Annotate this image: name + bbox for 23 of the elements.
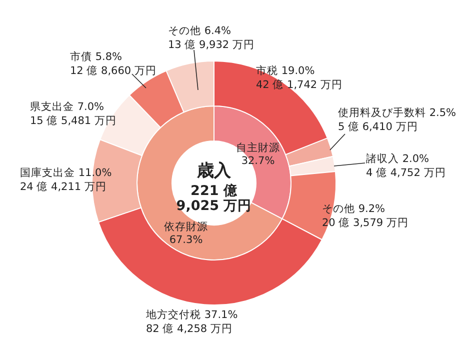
text: 24 億 4,211 万円 [20,180,106,193]
text: 12 億 8,660 万円 [70,64,156,77]
text: 歳入 [196,161,232,181]
slice-label: 国庫支出金 11.0% [20,166,112,179]
slice-label: 市債 5.8% [70,50,122,63]
slice-label: 市税 19.0% [256,64,315,77]
text: 20 億 3,579 万円 [322,216,408,229]
slice-label: 地方交付税 37.1% [145,308,238,321]
slice-label: その他 9.2% [322,203,386,215]
slice-label: 使用料及び手数料 2.5% [338,106,456,119]
slice-label: 諸収入 2.0% [366,152,430,165]
text: 5 億 6,410 万円 [338,120,418,133]
text: 221 億 9,025 万円 [176,182,252,214]
text: 42 億 1,742 万円 [256,78,342,91]
slice-label: 県支出金 7.0% [30,100,104,113]
text: 15 億 5,481 万円 [30,114,116,127]
slice-label: 自主財源 [236,141,280,154]
text: 13 億 9,932 万円 [168,38,254,51]
data-label: 67.3% [169,234,203,246]
text: 4 億 4,752 万円 [366,166,446,179]
text: 82 億 4,258 万円 [146,322,232,335]
slice-label: その他 6.4% [168,25,232,37]
slice-label: 依存財源 [164,221,208,233]
